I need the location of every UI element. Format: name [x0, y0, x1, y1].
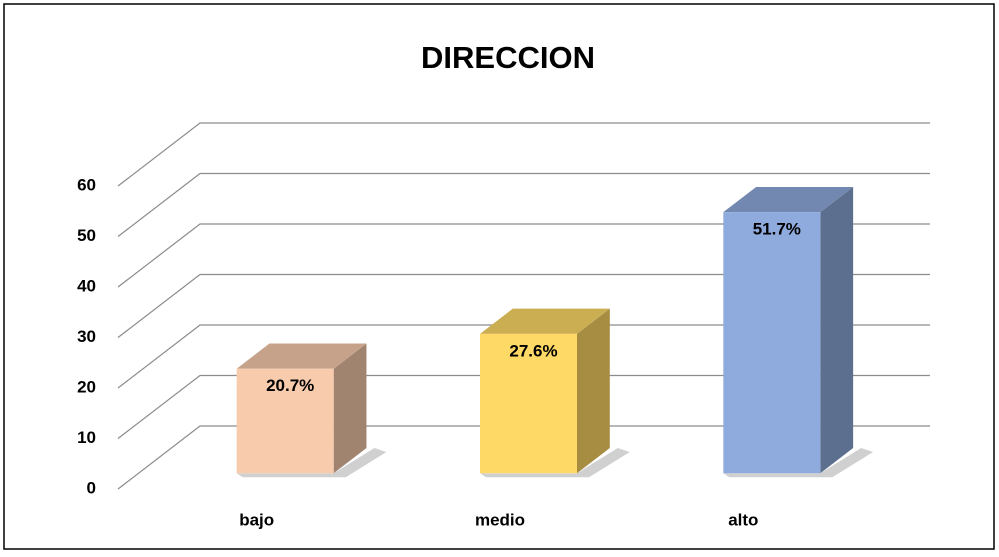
grid-line — [117, 425, 930, 490]
bar-shadow — [480, 448, 630, 478]
bar-top — [480, 308, 610, 334]
value-label: 27.6% — [509, 341, 557, 360]
value-label: 51.7% — [753, 220, 801, 239]
x-tick-label: alto — [728, 510, 758, 529]
value-label: 20.7% — [266, 376, 314, 395]
y-tick-label: 20 — [77, 377, 96, 396]
y-tick-label: 30 — [77, 327, 96, 346]
y-tick-label: 40 — [77, 276, 96, 295]
bar-side — [577, 308, 610, 474]
grid-line — [117, 172, 930, 237]
x-tick-label: bajo — [239, 510, 274, 529]
grid-line — [117, 223, 930, 288]
bar-shadow — [236, 448, 387, 478]
y-tick-label: 10 — [77, 428, 96, 447]
bar — [480, 333, 577, 474]
grid-line — [117, 324, 930, 389]
bar-top — [723, 186, 854, 213]
grid-line — [117, 374, 930, 439]
y-tick-label: 50 — [77, 226, 96, 245]
bar — [723, 212, 821, 474]
bar — [236, 368, 334, 474]
x-tick-label: medio — [475, 510, 525, 529]
grid-line — [117, 122, 930, 187]
y-tick-label: 60 — [77, 175, 96, 194]
bar-side — [333, 343, 367, 474]
grid-line — [117, 273, 930, 338]
bar-shadow — [723, 448, 874, 478]
bar-side — [820, 186, 854, 474]
y-tick-label: 0 — [87, 478, 96, 497]
chart-title: DIRECCION — [421, 40, 595, 75]
bar-top — [236, 343, 367, 369]
